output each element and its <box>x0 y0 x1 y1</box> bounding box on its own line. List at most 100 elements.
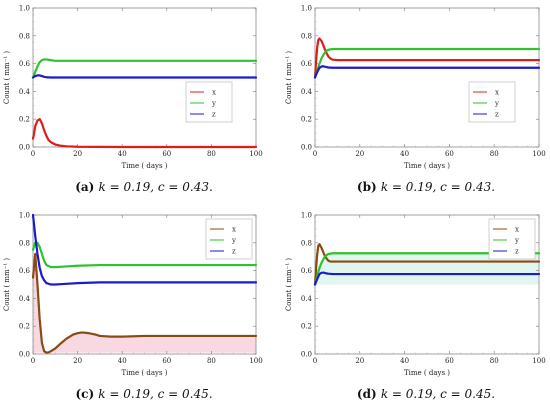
y-tick-label: 0.8 <box>301 239 312 247</box>
series-line-x <box>313 243 541 286</box>
series-line-z <box>313 271 541 286</box>
x-tick-label: 40 <box>400 357 409 365</box>
legend-label-y: y <box>211 100 216 108</box>
series-line-y <box>313 252 541 286</box>
legend: xyz <box>468 81 516 123</box>
x-tick-label: 100 <box>249 357 262 365</box>
caption-params: k = 0.19, c = 0.45. <box>98 387 212 401</box>
chart-panel-c: 0 20 40 60 80 100 0.0 0.2 0.4 0.6 0.8 1.0 Time ( day… <box>3 212 263 378</box>
x-tick-label: 40 <box>118 150 127 158</box>
y-tick-label: 0.8 <box>19 32 30 40</box>
x-tick-label: 80 <box>207 150 216 158</box>
series-line-z <box>313 65 541 79</box>
series-line-y <box>31 58 258 79</box>
legend: xyz <box>185 81 233 123</box>
series-line-z <box>31 213 258 286</box>
y-axis-label: Count ( mm⁻¹ ) <box>285 51 293 105</box>
series-line-y <box>313 47 541 79</box>
legend: xyz <box>488 218 536 260</box>
y-tick-label: 0.0 <box>19 144 30 152</box>
x-axis-label: Time ( days ) <box>121 162 167 170</box>
x-tick-label: 40 <box>118 357 127 365</box>
series-line-z <box>31 74 258 79</box>
legend-label-z: z <box>515 248 519 256</box>
x-tick-label: 20 <box>355 150 364 158</box>
x-tick-label: 20 <box>73 150 82 158</box>
series-line-x <box>31 252 258 354</box>
x-tick-label: 0 <box>31 357 35 365</box>
y-tick-label: 0.0 <box>19 351 30 359</box>
legend-label-x: x <box>212 89 216 97</box>
y-tick-label: 0.4 <box>301 88 313 96</box>
legend-label-z: z <box>232 248 236 256</box>
y-tick-label: 0.6 <box>301 267 313 275</box>
y-tick-label: 0.8 <box>301 32 312 40</box>
x-tick-label: 0 <box>31 150 35 158</box>
x-axis-label: Time ( days ) <box>404 162 450 170</box>
x-tick-label: 20 <box>73 357 82 365</box>
y-tick-label: 0.0 <box>301 351 312 359</box>
caption-tag: (b) <box>357 180 381 194</box>
y-axis-label: Count ( mm⁻¹ ) <box>3 51 11 105</box>
series-line-y <box>31 241 258 269</box>
chart-panel-d: 0 20 40 60 80 100 0.0 0.2 0.4 0.6 0.8 1.0 Time ( day… <box>285 212 546 378</box>
legend-label-x: x <box>495 89 499 97</box>
legend-label-x: x <box>232 226 236 234</box>
y-tick-label: 0.4 <box>19 88 31 96</box>
y-tick-label: 0.2 <box>19 323 30 331</box>
caption-tag: (c) <box>75 387 98 401</box>
y-tick-label: 0.4 <box>301 295 313 303</box>
plot-frame <box>314 7 540 148</box>
x-tick-label: 60 <box>162 357 171 365</box>
x-tick-label: 100 <box>532 357 545 365</box>
legend-label-z: z <box>495 111 499 119</box>
caption-tag: (a) <box>75 180 98 194</box>
x-tick-label: 100 <box>249 150 262 158</box>
y-tick-label: 0.4 <box>19 295 31 303</box>
caption-d: (d) k = 0.19, c = 0.45. <box>357 387 495 401</box>
y-tick-label: 1.0 <box>301 5 312 13</box>
x-tick-label: 60 <box>445 357 454 365</box>
x-tick-label: 60 <box>162 150 171 158</box>
x-tick-label: 80 <box>490 357 499 365</box>
legend-label-y: y <box>514 237 519 245</box>
shade-area-x <box>33 253 256 353</box>
legend-label-x: x <box>515 226 519 234</box>
legend-box <box>205 218 253 260</box>
x-tick-label: 0 <box>313 357 317 365</box>
y-axis-label: Count ( mm⁻¹ ) <box>3 258 11 312</box>
y-tick-label: 0.8 <box>19 239 30 247</box>
x-tick-label: 60 <box>445 150 454 158</box>
caption-b: (b) k = 0.19, c = 0.43. <box>357 180 495 194</box>
caption-params: k = 0.19, c = 0.43. <box>99 180 213 194</box>
legend-box <box>488 218 536 260</box>
x-tick-label: 20 <box>355 357 364 365</box>
legend-label-y: y <box>494 100 499 108</box>
x-tick-label: 100 <box>532 150 545 158</box>
caption-params: k = 0.19, c = 0.43. <box>381 180 495 194</box>
chart-panel-b: 0 20 40 60 80 100 0.0 0.2 0.4 0.6 0.8 1.0 Time ( day… <box>285 5 546 171</box>
y-tick-label: 0.2 <box>301 116 312 124</box>
series-line-x <box>313 37 541 79</box>
caption-params: k = 0.19, c = 0.45. <box>381 387 495 401</box>
legend: xyz <box>205 218 253 260</box>
y-tick-label: 0.2 <box>19 116 30 124</box>
x-tick-label: 40 <box>400 150 409 158</box>
y-tick-label: 0.6 <box>19 60 31 68</box>
caption-a: (a) k = 0.19, c = 0.43. <box>75 180 213 194</box>
x-axis-label: Time ( days ) <box>121 369 167 377</box>
y-tick-label: 0.6 <box>19 267 31 275</box>
x-axis-label: Time ( days ) <box>404 369 450 377</box>
x-tick-label: 80 <box>490 150 499 158</box>
caption-tag: (d) <box>357 387 381 401</box>
series-line-x <box>31 118 258 149</box>
legend-box <box>185 81 233 123</box>
caption-c: (c) k = 0.19, c = 0.45. <box>75 387 212 401</box>
chart-panel-a: 0 20 40 60 80 100 0.0 0.2 0.4 0.6 0.8 1.0 Time ( day… <box>3 5 263 171</box>
legend-box <box>468 81 516 123</box>
x-tick-label: 0 <box>313 150 317 158</box>
y-tick-label: 0.0 <box>301 144 312 152</box>
y-tick-label: 0.6 <box>301 60 313 68</box>
y-tick-label: 0.2 <box>301 323 312 331</box>
